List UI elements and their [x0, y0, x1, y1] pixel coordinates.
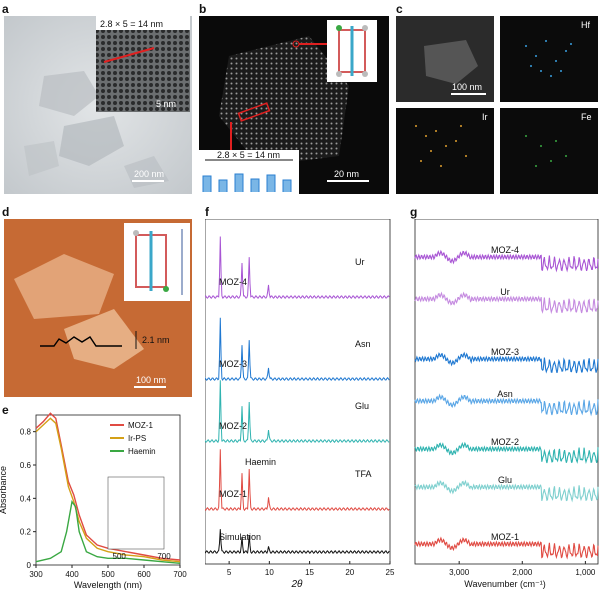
x-axis-label: Wavenumber (cm⁻¹) — [464, 579, 545, 589]
eds-scale-label: 100 nm — [452, 82, 482, 92]
eds-maps-panel: 100 nm Hf Ir Fe — [396, 16, 598, 194]
ir-series-line — [414, 249, 599, 273]
y-tick-label: 0.4 — [20, 494, 32, 503]
x-tick-label: 3,000 — [449, 568, 470, 577]
pxrd-series-line — [205, 236, 390, 299]
series-name-label: Asn — [497, 389, 513, 399]
ligand-label: Glu — [355, 401, 369, 411]
inset-x-tick-label: 700 — [157, 552, 171, 561]
series-line-moz-1 — [35, 412, 181, 561]
x-tick-label: 5 — [227, 568, 232, 577]
ir-series-line — [414, 479, 599, 503]
eds-label-ir: Ir — [482, 112, 488, 122]
x-axis-label: Wavelength (nm) — [74, 580, 142, 590]
tem-image: 2.8 × 5 = 14 nm 5 nm 200 nm — [4, 16, 192, 194]
series-name-label: MOZ-3 — [219, 359, 247, 369]
x-tick-label: 300 — [29, 570, 43, 579]
ligand-label: TFA — [355, 469, 372, 479]
y-tick-label: 0.6 — [20, 461, 32, 470]
inset-frame — [107, 476, 165, 550]
x-tick-label: 10 — [265, 568, 274, 577]
x-tick-label: 1,000 — [575, 568, 596, 577]
panel-label-c: c — [396, 2, 403, 16]
series-name-label: MOZ-2 — [219, 421, 247, 431]
series-line-ir-ps — [35, 417, 181, 563]
cluster-model-icon — [336, 25, 368, 77]
panel-label-f: f — [205, 205, 209, 219]
tem-image-panel: 2.8 × 5 = 14 nm 5 nm 200 nm — [4, 16, 192, 194]
uvvis-chart-panel: Absorbance Wavelength (nm) 300 400 500 600 7… — [0, 410, 200, 591]
panel-label-g: g — [410, 205, 418, 219]
panel-label-d: d — [2, 205, 10, 219]
haadf-image-panel: 2.8 × 5 = 14 nm 20 nm — [199, 16, 389, 194]
panel-label-a: a — [2, 2, 9, 16]
afm-image-panel: 2.1 nm 100 nm — [4, 219, 192, 397]
x-tick-label: 25 — [386, 568, 395, 577]
inset-x-tick-label: 500 — [113, 552, 127, 561]
series-name-label: MOZ-2 — [491, 437, 519, 447]
x-tick-label: 15 — [305, 568, 314, 577]
ir-chart: MOZ-4 Ur MOZ-3 Asn MOZ-2 Glu MOZ-1 3,000 2,000 1,… — [414, 219, 599, 589]
pxrd-series-line — [205, 317, 390, 381]
ir-series-line — [414, 536, 599, 560]
ligand-label: Ur — [355, 257, 365, 267]
series-name-label: Glu — [498, 475, 512, 485]
pxrd-series-line — [205, 449, 390, 512]
inset-scale-label: 5 nm — [156, 99, 176, 109]
intensity-profile — [202, 173, 292, 192]
eds-label-hf: Hf — [581, 20, 590, 30]
x-axis-label: 2θ — [291, 579, 304, 590]
ir-series-line — [414, 441, 599, 464]
pxrd-series-line — [205, 380, 390, 444]
annotation-haemin: Haemin — [245, 457, 276, 467]
ir-chart-panel: MOZ-4 Ur MOZ-3 Asn MOZ-2 Glu MOZ-1 3,000 2,000 1,… — [410, 219, 600, 591]
series-name-label: MOZ-1 — [219, 489, 247, 499]
series-name-label: Simulation — [219, 532, 261, 542]
eds-label-fe: Fe — [581, 112, 592, 122]
series-name-label: MOZ-4 — [491, 245, 519, 255]
panel-label-b: b — [199, 2, 207, 16]
x-tick-label: 600 — [137, 570, 151, 579]
series-line-haemin — [35, 499, 181, 564]
ir-series-line — [414, 393, 599, 417]
y-tick-label: 0.2 — [20, 528, 32, 537]
afm-image: 2.1 nm 100 nm — [4, 219, 192, 397]
pxrd-chart: MOZ-4 Ur MOZ-3 Asn MOZ-2 Glu MOZ-1 TFA Simulatio… — [205, 219, 395, 590]
y-axis-label: Absorbance — [0, 466, 8, 514]
panel-label-e: e — [2, 403, 9, 417]
legend-label: Haemin — [128, 447, 156, 456]
scale-label: 20 nm — [334, 169, 359, 179]
x-tick-label: 700 — [173, 570, 187, 579]
y-tick-label: 0 — [27, 561, 32, 570]
chart-frame — [414, 219, 599, 565]
haadf-image: 2.8 × 5 = 14 nm 20 nm — [199, 16, 389, 194]
x-tick-label: 400 — [65, 570, 79, 579]
series-name-label: Ur — [500, 287, 510, 297]
scale-label: 100 nm — [136, 375, 166, 385]
inset-formula: 2.8 × 5 = 14 nm — [100, 19, 163, 29]
ir-series-line — [414, 351, 599, 374]
cluster-model-icon — [133, 230, 169, 292]
x-tick-label: 500 — [101, 570, 115, 579]
chart-frame — [205, 219, 391, 565]
pxrd-series-line — [205, 529, 390, 555]
ligand-label: Asn — [355, 339, 371, 349]
legend-label: MOZ-1 — [128, 421, 153, 430]
ir-series-line — [414, 291, 599, 315]
eds-maps: 100 nm Hf Ir Fe — [396, 16, 598, 194]
series-name-label: MOZ-3 — [491, 347, 519, 357]
series-name-label: MOZ-4 — [219, 277, 247, 287]
y-tick-label: 0.8 — [20, 428, 32, 437]
profile-formula: 2.8 × 5 = 14 nm — [217, 150, 280, 160]
lattice-inset — [96, 30, 190, 112]
legend-label: Ir-PS — [128, 434, 146, 443]
height-label: 2.1 nm — [142, 335, 170, 345]
uvvis-chart: Absorbance Wavelength (nm) 300 400 500 600 7… — [0, 412, 187, 590]
series-name-label: MOZ-1 — [491, 532, 519, 542]
pxrd-chart-panel: MOZ-4 Ur MOZ-3 Asn MOZ-2 Glu MOZ-1 TFA Simulatio… — [205, 219, 400, 591]
x-tick-label: 20 — [345, 568, 354, 577]
x-tick-label: 2,000 — [512, 568, 533, 577]
scale-label: 200 nm — [134, 169, 164, 179]
